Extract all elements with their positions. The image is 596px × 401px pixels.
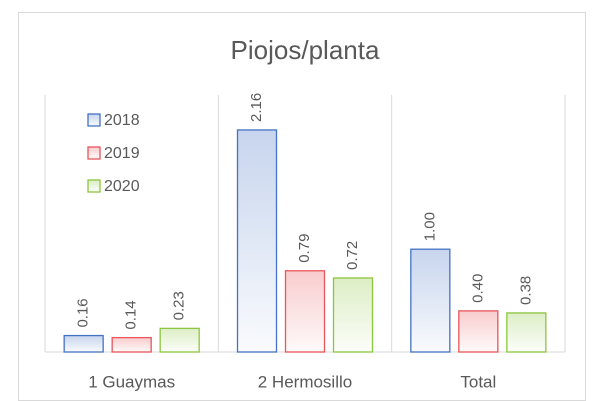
data-label: 0.23	[171, 291, 188, 320]
data-label: 0.14	[123, 300, 140, 329]
chart-title: Piojos/planta	[231, 35, 380, 65]
data-label: 1.00	[421, 212, 438, 241]
bar	[332, 277, 374, 353]
data-label: 0.40	[469, 274, 486, 303]
data-label: 0.16	[75, 298, 92, 327]
data-label: 0.79	[296, 234, 313, 263]
bar	[63, 334, 104, 353]
bar	[111, 336, 152, 353]
x-tick-label: 1 Guaymas	[88, 372, 175, 391]
legend-swatch	[87, 146, 101, 160]
legend-swatch	[87, 113, 101, 127]
bar	[284, 270, 326, 353]
data-label: 2.16	[248, 93, 265, 122]
legend-label: 2019	[104, 145, 140, 162]
x-tick-label: Total	[460, 372, 496, 391]
legend-label: 2018	[104, 112, 140, 129]
bar	[458, 310, 499, 353]
bar	[236, 129, 278, 353]
legend-swatch	[87, 179, 101, 193]
legend-label: 2020	[104, 178, 140, 195]
x-tick-label: 2 Hermosillo	[258, 372, 352, 391]
data-label: 0.38	[517, 276, 534, 305]
bar	[159, 327, 200, 353]
bar	[506, 312, 547, 353]
bar	[410, 248, 451, 353]
data-label: 0.72	[344, 241, 361, 270]
